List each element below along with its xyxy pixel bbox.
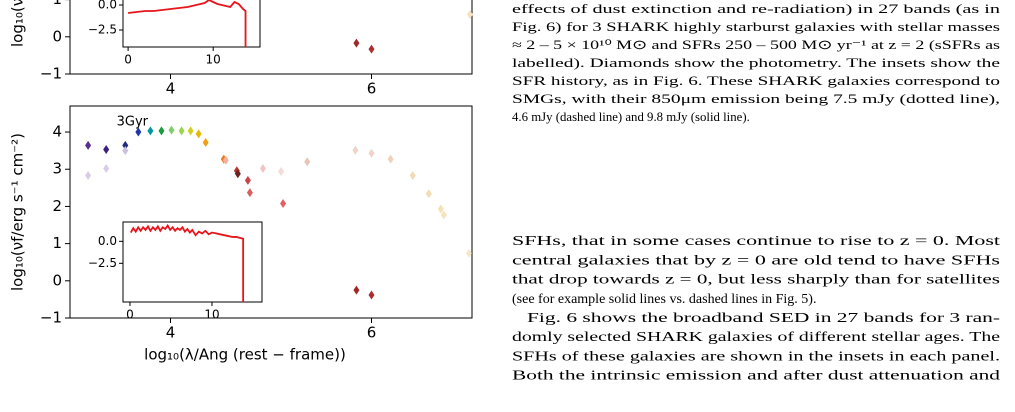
diamond-marker xyxy=(187,126,194,136)
body-line: Fig. 6 shows the broadband SED in 27 ban… xyxy=(527,311,1000,326)
body-line: SFHs, that in some cases continue to ris… xyxy=(512,234,1000,249)
diamond-marker xyxy=(122,140,129,150)
diamond-marker xyxy=(244,175,251,185)
caption-line: effects of dust extinction and re-radiat… xyxy=(512,2,1001,16)
diamond-marker xyxy=(437,204,444,214)
body-line: SFHs of these galaxies are shown in the … xyxy=(512,349,1000,364)
inset-x-tick-label: 10 xyxy=(206,53,221,67)
diamond-marker xyxy=(368,290,375,300)
diamond-marker xyxy=(425,189,432,199)
diamond-marker xyxy=(259,163,266,173)
inset-frame xyxy=(122,221,263,303)
inset-frame xyxy=(122,0,261,48)
diamond-marker xyxy=(202,137,209,147)
diamond-marker xyxy=(103,145,110,155)
y-tick-label: 0 xyxy=(52,27,62,45)
inset-x-tick-label: 0 xyxy=(126,308,134,322)
diamond-marker xyxy=(103,163,110,173)
diamond-marker xyxy=(178,126,185,136)
y-tick-label: 1 xyxy=(52,0,62,8)
diamond-marker xyxy=(158,126,165,136)
x-tick-label: 4 xyxy=(166,324,176,342)
inset-x-tick-label: 10 xyxy=(204,308,219,322)
x-tick-label: 6 xyxy=(367,324,377,342)
diamond-marker xyxy=(85,171,92,181)
diamond-marker xyxy=(135,127,142,137)
caption-line: SMGs, with their 850μm emission being 7.… xyxy=(512,92,1000,106)
x-axis-label: log₁₀(λ/Ang (rest − frame)) xyxy=(144,346,346,364)
diamond-marker xyxy=(280,198,287,208)
inset-y-tick-label: −2.5 xyxy=(88,23,117,37)
diamond-marker xyxy=(353,38,360,48)
diamond-marker xyxy=(222,155,229,165)
y-tick-label: 2 xyxy=(52,197,62,215)
caption-line: Fig. 6) for 3 SHARK highly starburst gal… xyxy=(512,20,1000,34)
plot-frame xyxy=(69,105,473,319)
x-tick-label: 4 xyxy=(166,80,176,98)
y-tick-label: 4 xyxy=(52,123,62,141)
y-tick-label: 0 xyxy=(52,271,62,289)
inset-y-tick-label: 0.0 xyxy=(98,0,117,12)
y-tick-label: −1 xyxy=(40,65,62,83)
y-tick-label: −1 xyxy=(40,309,62,327)
caption-line: 4.6 mJy (dashed line) and 9.8 mJy (solid… xyxy=(512,110,750,124)
diamond-marker xyxy=(466,9,473,19)
diamond-marker xyxy=(147,126,154,136)
sfh-line xyxy=(130,223,245,302)
diamond-marker xyxy=(168,125,175,135)
annotation: 3Gyr xyxy=(117,115,149,130)
diamond-marker xyxy=(387,154,394,164)
y-axis-label: log₁₀(νf/erg s⁻¹ cm⁻²) xyxy=(9,133,27,291)
caption-line: labelled). Diamonds show the photometry.… xyxy=(512,56,1000,70)
diamond-marker xyxy=(368,44,375,54)
x-tick-label: 6 xyxy=(367,80,377,98)
diamond-marker xyxy=(234,169,241,179)
body-line: (see for example solid lines vs. dashed … xyxy=(512,292,816,307)
caption-line: ≈ 2 – 5 × 10¹⁰ M⊙ and SFRs 250 – 500 M⊙ … xyxy=(512,38,1000,52)
diamond-marker xyxy=(85,140,92,150)
body-line: domly selected SHARK galaxies of differe… xyxy=(512,330,1000,345)
diamond-marker xyxy=(195,129,202,139)
diamond-marker xyxy=(465,248,472,258)
plot-frame xyxy=(69,0,473,75)
inset-y-tick-label: 0.0 xyxy=(98,234,117,248)
inset-x-tick-label: 0 xyxy=(124,53,132,67)
diamond-marker xyxy=(368,148,375,158)
caption-line: SFR history, as in Fig. 6. These SHARK g… xyxy=(512,74,1000,88)
inset-y-tick-label: −2.5 xyxy=(88,256,117,270)
body-line: central galaxies that by z = 0 are old t… xyxy=(512,253,1000,268)
diamond-marker xyxy=(278,166,285,176)
body-line: that drop towards z = 0, but less sharpl… xyxy=(512,273,1000,288)
y-tick-label: 3 xyxy=(52,160,62,178)
body-line: Both the intrinsic emission and after du… xyxy=(512,369,1000,384)
diamond-marker xyxy=(304,157,311,167)
diamond-marker xyxy=(122,146,129,156)
sfh-line xyxy=(128,0,247,47)
diamond-marker xyxy=(353,285,360,295)
diamond-marker xyxy=(246,188,253,198)
y-tick-label: 1 xyxy=(52,234,62,252)
y-axis-label: log₁₀(νf/erg s⁻¹ cm⁻²) xyxy=(9,0,27,47)
diamond-marker xyxy=(440,210,447,220)
diamond-marker xyxy=(409,171,416,181)
diamond-marker xyxy=(352,145,359,155)
